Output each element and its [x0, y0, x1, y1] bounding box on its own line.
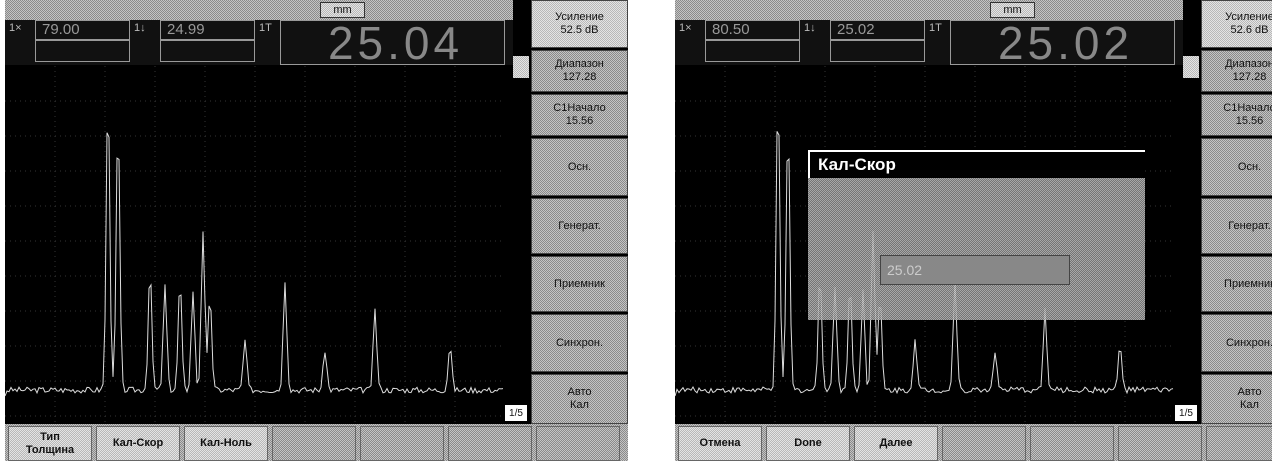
softkey[interactable]: Отмена [678, 426, 762, 461]
reading-sub [830, 40, 925, 62]
dialog-input[interactable]: 25.02 [880, 255, 1070, 285]
menu-title: Генерат. [1228, 220, 1270, 233]
menu-value: 127.28 [563, 71, 597, 84]
reading-sub [705, 40, 800, 62]
menu-button[interactable]: Авто Кал [1201, 374, 1272, 424]
softkey[interactable] [1118, 426, 1202, 461]
softkey[interactable]: Кал-Ноль [184, 426, 268, 461]
menu-title: Диапазон [555, 58, 604, 71]
menu-title: Приемник [1224, 278, 1272, 291]
menu-title: Авто Кал [1238, 386, 1262, 412]
menu-button[interactable]: Приемник [531, 256, 628, 312]
reading-label: 1× [679, 22, 692, 34]
menu-value: 52.6 dB [1231, 24, 1269, 37]
main-value: 25.04 [280, 20, 505, 65]
a-scan [5, 66, 505, 422]
menu-title: Приемник [554, 278, 605, 291]
menu-icon [1183, 56, 1199, 78]
unit-label: mm [990, 2, 1035, 18]
reading-label: 1↓ [134, 22, 146, 34]
softkey[interactable] [1030, 426, 1114, 461]
menu-title: Осн. [1238, 161, 1261, 174]
menu-title: Синхрон. [1226, 337, 1272, 350]
menu-button[interactable]: Приемник [1201, 256, 1272, 312]
menu-button[interactable]: Авто Кал [531, 374, 628, 424]
a-scan-trace [5, 66, 505, 422]
main-value: 25.02 [950, 20, 1175, 65]
menu-title: Усиление [1225, 11, 1272, 24]
page-indicator: 1/5 [1175, 405, 1197, 421]
menu-button[interactable]: Осн. [531, 138, 628, 196]
gate-label: 1T [259, 22, 272, 34]
reading-sub [35, 40, 130, 62]
softkey[interactable] [942, 426, 1026, 461]
menu-title: Диапазон [1225, 58, 1272, 71]
menu-value: 15.56 [1236, 115, 1264, 128]
softkey[interactable]: Далее [854, 426, 938, 461]
softkey[interactable] [1206, 426, 1272, 461]
reading-value: 79.00 [35, 20, 130, 40]
menu-button[interactable]: Генерат. [531, 198, 628, 254]
menu-title: Усиление [555, 11, 604, 24]
softkey[interactable]: Done [766, 426, 850, 461]
dialog-title: Кал-Скор [808, 150, 1145, 178]
menu-title: Авто Кал [568, 386, 592, 412]
unit-label: mm [320, 2, 365, 18]
softkey[interactable]: Тип Толщина [8, 426, 92, 461]
softkey[interactable] [536, 426, 620, 461]
menu-title: Осн. [568, 161, 591, 174]
gate-label: 1T [929, 22, 942, 34]
softkey[interactable] [272, 426, 356, 461]
page: mm1×79.001↓24.991T25.041/5Усиление52.5 d… [0, 0, 1272, 461]
menu-title: C1Начало [553, 102, 605, 115]
menu-title: Синхрон. [556, 337, 603, 350]
menu-icon [513, 56, 529, 78]
softkey[interactable] [360, 426, 444, 461]
menu-title: Генерат. [558, 220, 600, 233]
reading-value: 24.99 [160, 20, 255, 40]
reading-sub [160, 40, 255, 62]
menu-value: 52.5 dB [561, 24, 599, 37]
softkey[interactable] [448, 426, 532, 461]
menu-value: 127.28 [1233, 71, 1267, 84]
reading-value: 25.02 [830, 20, 925, 40]
reading-label: 1× [9, 22, 22, 34]
menu-button[interactable]: Осн. [1201, 138, 1272, 196]
page-indicator: 1/5 [505, 405, 527, 421]
reading-label: 1↓ [804, 22, 816, 34]
softkey[interactable]: Кал-Скор [96, 426, 180, 461]
menu-button[interactable]: Генерат. [1201, 198, 1272, 254]
menu-button[interactable]: Синхрон. [1201, 314, 1272, 372]
menu-value: 15.56 [566, 115, 594, 128]
reading-value: 80.50 [705, 20, 800, 40]
menu-title: C1Начало [1223, 102, 1272, 115]
menu-button[interactable]: Синхрон. [531, 314, 628, 372]
